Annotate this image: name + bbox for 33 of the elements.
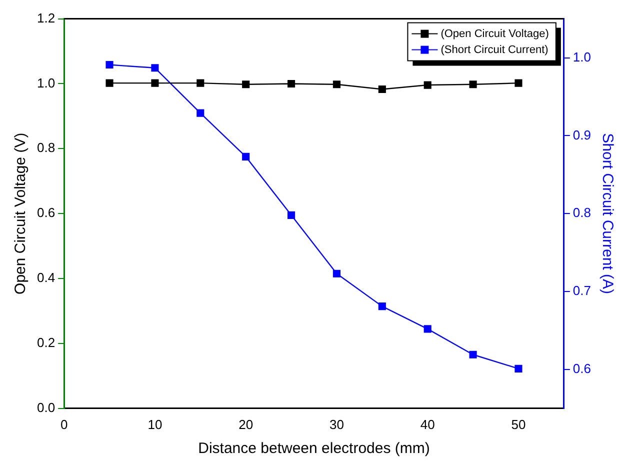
point <box>424 325 432 333</box>
point <box>378 302 386 310</box>
point <box>196 109 204 117</box>
x-tick-label: 20 <box>238 416 254 432</box>
point <box>332 270 341 278</box>
y-tick-label: 1.0 <box>36 75 56 90</box>
point <box>106 60 114 69</box>
y2-tick-label: 0.9 <box>572 127 592 142</box>
y2-tick-label: 1.0 <box>572 49 592 64</box>
legend-label: (Open Circuit Voltage) <box>440 28 549 40</box>
x-tick-label: 50 <box>511 416 526 432</box>
point <box>242 152 250 160</box>
point <box>151 64 159 72</box>
y-tick-label: 0.8 <box>36 140 56 156</box>
x-tick-label: 30 <box>329 416 344 432</box>
y2-tick-label: 0.8 <box>572 205 592 220</box>
y-tick-label: 1.2 <box>36 10 56 26</box>
y-tick-label: 0.0 <box>36 400 56 415</box>
y2-tick-label: 0.6 <box>572 361 592 376</box>
y2-tick-label: 0.7 <box>572 283 592 298</box>
point <box>469 350 477 358</box>
y2-axis-title: Short Circuit Current (A) <box>598 133 616 294</box>
legend-label: (Short Circuit Current) <box>440 44 548 56</box>
x-axis-title: Distance between electrodes (mm) <box>198 440 430 458</box>
y-axis-title: Open Circuit Voltage (V) <box>12 132 30 294</box>
x-tick-label: 10 <box>148 416 162 432</box>
point <box>514 364 522 372</box>
y-tick-label: 0.6 <box>36 205 56 220</box>
y-tick-label: 0.2 <box>36 335 56 350</box>
point <box>288 211 296 219</box>
x-tick-label: 40 <box>420 416 435 432</box>
y-tick-label: 0.4 <box>36 270 56 286</box>
x-tick-label: 0 <box>60 416 68 432</box>
